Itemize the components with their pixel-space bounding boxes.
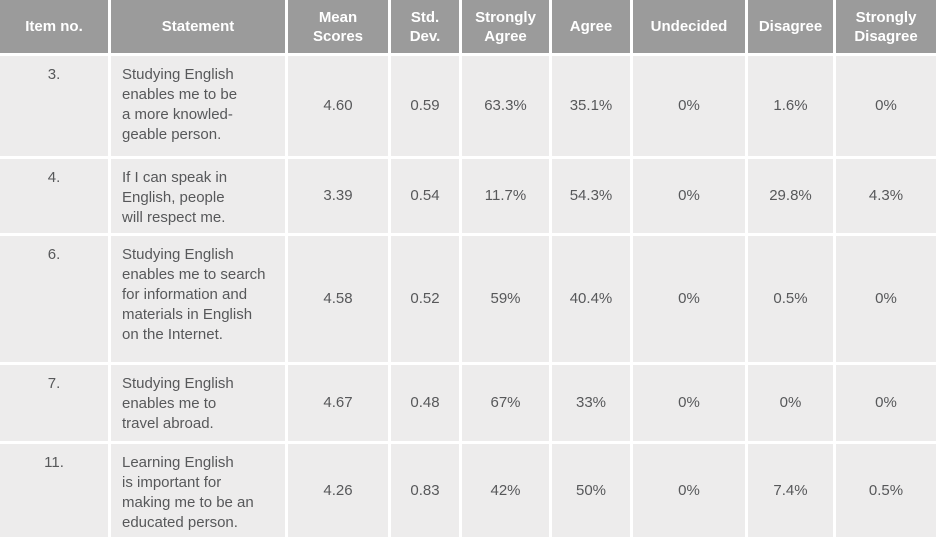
cell-statement: Studying English enables me to search fo…: [111, 236, 285, 362]
column-header-strongly-disagree: Strongly Disagree: [836, 0, 936, 53]
cell-disagree: 29.8%: [748, 159, 833, 233]
cell-agree: 40.4%: [552, 236, 630, 362]
cell-mean-score: 4.60: [288, 56, 388, 156]
column-header-undecided: Undecided: [633, 0, 745, 53]
table-row: 6. Studying English enables me to search…: [0, 236, 936, 362]
cell-mean-score: 4.67: [288, 365, 388, 441]
column-header-mean-scores: Mean Scores: [288, 0, 388, 53]
cell-std-dev: 0.48: [391, 365, 459, 441]
column-header-std-dev: Std. Dev.: [391, 0, 459, 53]
cell-std-dev: 0.59: [391, 56, 459, 156]
cell-strongly-disagree: 0%: [836, 365, 936, 441]
column-header-agree: Agree: [552, 0, 630, 53]
cell-undecided: 0%: [633, 236, 745, 362]
cell-agree: 33%: [552, 365, 630, 441]
cell-undecided: 0%: [633, 365, 745, 441]
table-row: 7. Studying English enables me to travel…: [0, 365, 936, 441]
cell-std-dev: 0.52: [391, 236, 459, 362]
cell-item-no: 7.: [0, 365, 108, 441]
cell-disagree: 0.5%: [748, 236, 833, 362]
cell-mean-score: 4.58: [288, 236, 388, 362]
table-row: 3. Studying English enables me to be a m…: [0, 56, 936, 156]
cell-item-no: 3.: [0, 56, 108, 156]
cell-std-dev: 0.54: [391, 159, 459, 233]
cell-statement: Studying English enables me to travel ab…: [111, 365, 285, 441]
cell-strongly-disagree: 0%: [836, 236, 936, 362]
cell-statement: If I can speak in English, people will r…: [111, 159, 285, 233]
cell-strongly-agree: 67%: [462, 365, 549, 441]
column-header-strongly-agree: Strongly Agree: [462, 0, 549, 53]
cell-undecided: 0%: [633, 56, 745, 156]
cell-std-dev: 0.83: [391, 444, 459, 537]
cell-undecided: 0%: [633, 444, 745, 537]
cell-agree: 54.3%: [552, 159, 630, 233]
cell-undecided: 0%: [633, 159, 745, 233]
cell-strongly-disagree: 0%: [836, 56, 936, 156]
cell-mean-score: 3.39: [288, 159, 388, 233]
cell-item-no: 4.: [0, 159, 108, 233]
cell-disagree: 0%: [748, 365, 833, 441]
column-header-disagree: Disagree: [748, 0, 833, 53]
cell-agree: 35.1%: [552, 56, 630, 156]
table-header-row: Item no. Statement Mean Scores Std. Dev.…: [0, 0, 936, 53]
cell-mean-score: 4.26: [288, 444, 388, 537]
cell-statement: Studying English enables me to be a more…: [111, 56, 285, 156]
table-row: 4. If I can speak in English, people wil…: [0, 159, 936, 233]
table-row: 11. Learning English is important for ma…: [0, 444, 936, 537]
cell-disagree: 1.6%: [748, 56, 833, 156]
column-header-statement: Statement: [111, 0, 285, 53]
cell-strongly-disagree: 4.3%: [836, 159, 936, 233]
column-header-item-no: Item no.: [0, 0, 108, 53]
cell-strongly-agree: 11.7%: [462, 159, 549, 233]
cell-item-no: 6.: [0, 236, 108, 362]
cell-item-no: 11.: [0, 444, 108, 537]
cell-strongly-agree: 59%: [462, 236, 549, 362]
cell-strongly-disagree: 0.5%: [836, 444, 936, 537]
cell-strongly-agree: 42%: [462, 444, 549, 537]
cell-statement: Learning English is important for making…: [111, 444, 285, 537]
cell-strongly-agree: 63.3%: [462, 56, 549, 156]
cell-disagree: 7.4%: [748, 444, 833, 537]
cell-agree: 50%: [552, 444, 630, 537]
